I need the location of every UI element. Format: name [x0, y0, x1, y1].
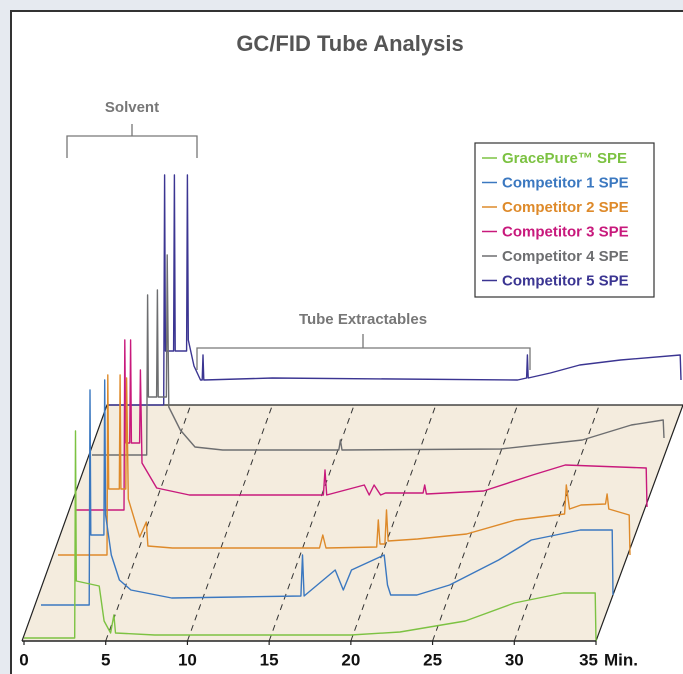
x-tick-label: 35: [579, 650, 598, 669]
legend-label: Competitor 2 SPE: [502, 199, 629, 216]
floor-plane: [22, 405, 683, 641]
floor: [22, 405, 683, 641]
x-tick-label: 5: [101, 650, 110, 669]
grid-line: [350, 404, 437, 642]
legend-label: Competitor 4 SPE: [502, 248, 629, 265]
x-tick-label: 25: [423, 650, 442, 669]
grid-line: [432, 404, 519, 642]
trace-line: [41, 379, 614, 606]
annotation: Tube Extractables: [299, 311, 427, 328]
legend-box: [474, 142, 655, 298]
grid-line: [105, 404, 192, 642]
trace-line: [75, 339, 648, 511]
grid-line: [186, 404, 273, 642]
annotation: Solvent: [105, 99, 159, 116]
trace-line: [92, 254, 665, 456]
trace-line: [58, 374, 631, 556]
bracket: [196, 334, 531, 370]
legend-label: Competitor 1 SPE: [502, 174, 629, 191]
traces: [24, 174, 682, 642]
x-axis-label: Min.: [604, 650, 638, 669]
x-tick-label: 15: [260, 650, 279, 669]
bracket: [66, 124, 198, 158]
x-tick-label: 0: [19, 650, 28, 669]
grid: [105, 404, 600, 642]
legend: GracePure™ SPE Competitor 1 SPE Competitor…: [482, 150, 629, 289]
trace-line: [24, 430, 597, 642]
x-tick-label: 20: [341, 650, 360, 669]
trace-line: [109, 174, 682, 406]
chart-title: GC/FID Tube Analysis: [236, 31, 463, 56]
grid-line: [513, 404, 600, 642]
x-tick-label: 10: [178, 650, 197, 669]
x-tick-label: 30: [505, 650, 524, 669]
legend-label: Competitor 5 SPE: [502, 272, 629, 289]
legend-label: GracePure™ SPE: [502, 150, 627, 167]
legend-label: Competitor 3 SPE: [502, 223, 629, 240]
